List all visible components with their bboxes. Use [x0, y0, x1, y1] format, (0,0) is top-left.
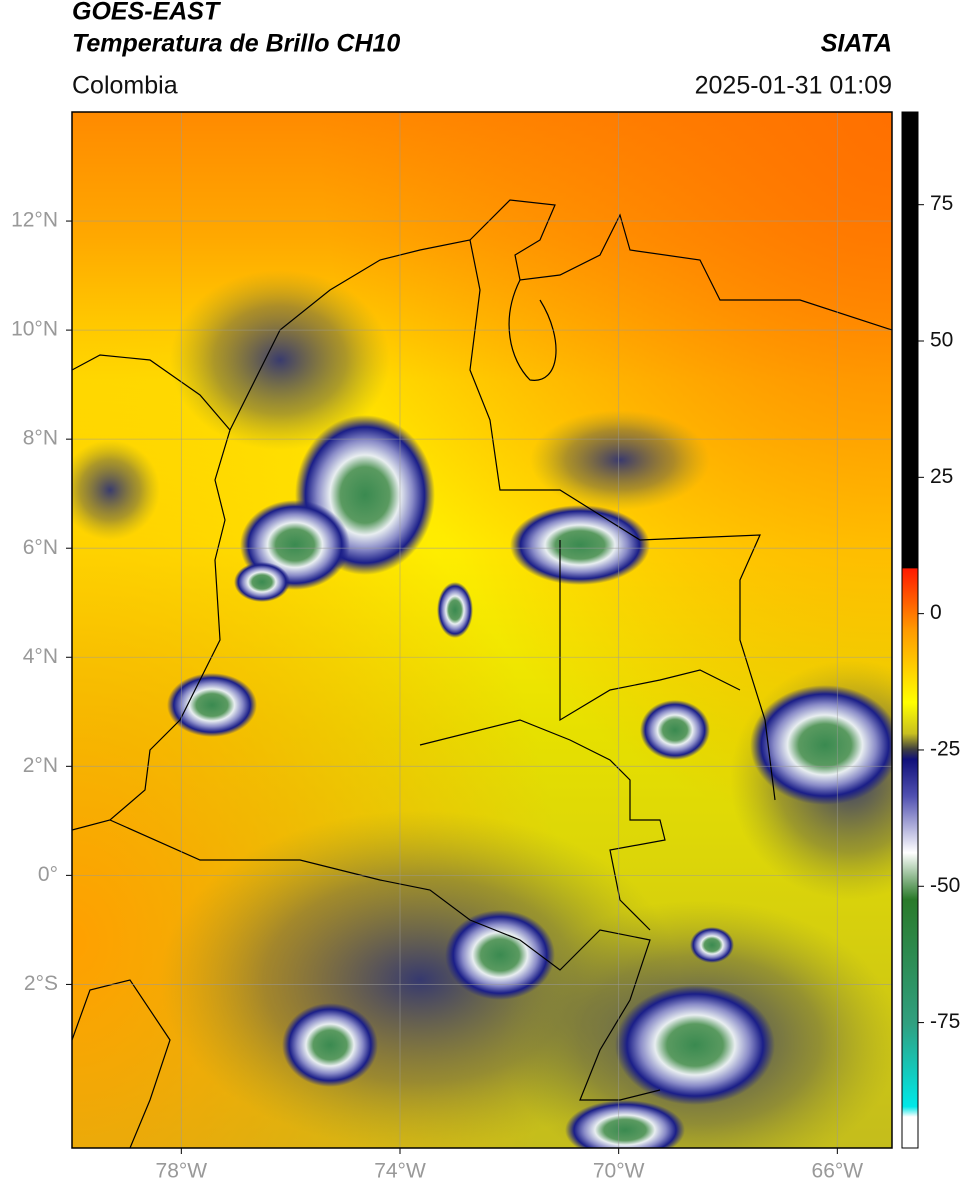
colorbar-tick-label: 75 [930, 192, 953, 215]
map-frame [71, 111, 893, 1149]
y-tick-label: 8°N [23, 427, 58, 450]
region: Colombia [72, 72, 178, 100]
graticule [72, 112, 892, 1148]
colorbar-tick-label: -50 [930, 874, 960, 897]
y-tick-label: 2°S [24, 972, 58, 995]
colorbar-tick-label: 50 [930, 329, 953, 352]
datetime: 2025-01-31 01:09 [695, 72, 892, 100]
colorbar-tick-label: 25 [930, 465, 953, 488]
x-tick-label: 78°W [156, 1160, 208, 1183]
y-tick-label: 2°N [23, 754, 58, 777]
axes: 78°W 74°W 70°W 66°W 12°N 10°N 8°N 6°N 4°N 2°N 0° 2°… [11, 192, 960, 1182]
source: SIATA [821, 30, 892, 58]
colorbar-tick-label: -25 [930, 738, 960, 761]
y-tick-label: 6°N [23, 536, 58, 559]
colorbar-tick-label: -75 [930, 1010, 960, 1033]
x-tick-label: 66°W [812, 1160, 864, 1183]
y-tick-label: 0° [38, 863, 58, 886]
y-tick-label: 10°N [11, 318, 58, 341]
x-tick-label: 74°W [374, 1160, 426, 1183]
y-tick-label: 12°N [11, 209, 58, 232]
x-tick-label: 70°W [593, 1160, 645, 1183]
satellite-image [72, 112, 892, 1148]
subtitle: Temperatura de Brillo CH10 [72, 30, 400, 58]
y-tick-label: 4°N [23, 645, 58, 668]
colorbar [901, 111, 919, 1149]
colorbar-tick-label: 0 [930, 601, 942, 624]
title: GOES-EAST [72, 0, 222, 26]
